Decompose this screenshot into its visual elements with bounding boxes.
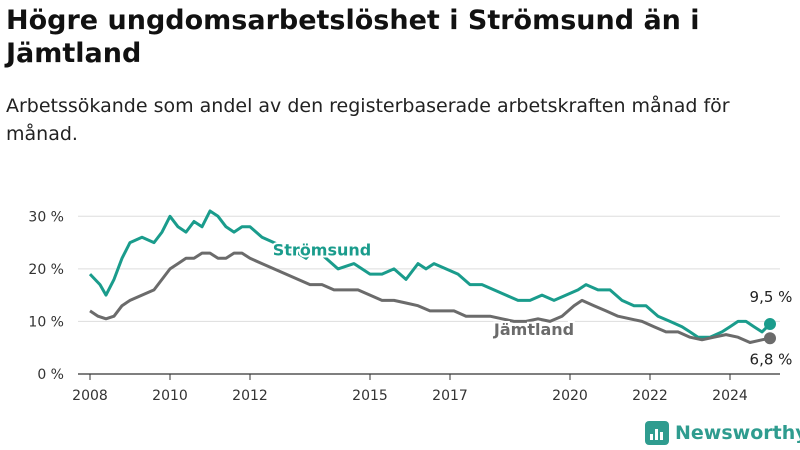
line-chart: 0 % 10 % 20 % 30 % 2008 2010 2012 2015 2017 2020 2… <box>28 209 793 404</box>
series-line-stromsund <box>88 209 772 339</box>
series-layer <box>88 209 776 345</box>
label-layer: Strömsund Jämtland 9,5 % 6,8 % <box>271 239 793 369</box>
series-end-point <box>764 332 776 345</box>
x-tick-label: 2017 <box>432 388 468 404</box>
x-tick-label: 2020 <box>552 388 588 404</box>
y-tick-label: 10 % <box>28 314 64 330</box>
series-end-point <box>764 318 776 331</box>
bar-chart-icon <box>645 421 669 445</box>
x-tick-label: 2022 <box>632 388 668 404</box>
y-tick-label: 30 % <box>28 209 64 225</box>
x-tick-label: 2008 <box>72 388 108 404</box>
x-tick-label: 2012 <box>232 388 268 404</box>
chart-title: Högre ungdomsarbetslöshet i Strömsund än… <box>6 5 700 69</box>
series-name-label: Jämtland <box>493 320 574 339</box>
x-tick-label: 2024 <box>712 388 748 404</box>
series-end-value-label: 6,8 % <box>750 350 793 368</box>
x-tick-label: 2010 <box>152 388 188 404</box>
chart-subtitle: Arbetssökande som andel av den registerb… <box>6 95 730 145</box>
axis-layer: 0 % 10 % 20 % 30 % 2008 2010 2012 2015 2017 2020 2… <box>28 209 747 404</box>
series-line-jamtland <box>89 251 771 344</box>
newsworthy-logo: Newsworthy <box>645 420 800 446</box>
logo-text: Newsworthy <box>675 422 800 444</box>
x-tick-label: 2015 <box>352 388 388 404</box>
grid-layer <box>78 215 780 375</box>
y-tick-label: 0 % <box>37 367 64 383</box>
series-end-value-label: 9,5 % <box>750 288 793 306</box>
series-name-label: Strömsund <box>273 241 371 260</box>
y-tick-label: 20 % <box>28 262 64 278</box>
